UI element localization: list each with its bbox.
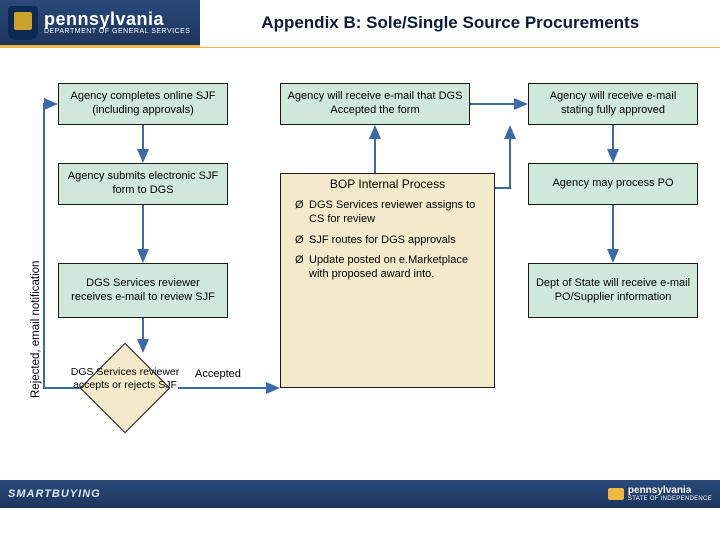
- footer-brand: SMARTBUYING: [8, 488, 101, 500]
- bop-item: DGS Services reviewer assigns to CS for …: [295, 198, 484, 227]
- footer-pa-text: pennsylvania STATE OF INDEPENDENCE: [628, 486, 712, 502]
- state-name: pennsylvania: [44, 10, 190, 28]
- header-bar: pennsylvania DEPARTMENT OF GENERAL SERVI…: [0, 0, 720, 48]
- page-title: Appendix B: Sole/Single Source Procureme…: [200, 0, 720, 47]
- footer-pa-name: pennsylvania: [628, 486, 712, 496]
- decision-label: DGS Services reviewer accepts or rejects…: [70, 366, 180, 391]
- logo-text: pennsylvania DEPARTMENT OF GENERAL SERVI…: [44, 10, 190, 35]
- box-dgs-accepted-email: Agency will receive e-mail that DGS Acce…: [280, 83, 470, 125]
- box-fully-approved: Agency will receive e-mail stating fully…: [528, 83, 698, 125]
- bop-item: Update posted on e.Marketplace with prop…: [295, 253, 484, 282]
- footer-pa: pennsylvania STATE OF INDEPENDENCE: [608, 486, 712, 502]
- box-dept-of-state: Dept of State will receive e-mail PO/Sup…: [528, 263, 698, 318]
- box-agency-completes: Agency completes online SJF (including a…: [58, 83, 228, 125]
- box-dgs-reviewer-email: DGS Services reviewer receives e-mail to…: [58, 263, 228, 318]
- bop-internal-process: BOP Internal Process DGS Services review…: [280, 173, 495, 388]
- bop-item: SJF routes for DGS approvals: [295, 233, 484, 247]
- footer-bar: SMARTBUYING pennsylvania STATE OF INDEPE…: [0, 480, 720, 508]
- rejected-side-label: Rejected, email notification: [30, 261, 42, 398]
- box-process-po: Agency may process PO: [528, 163, 698, 205]
- keystone-icon: [608, 488, 624, 500]
- footer-pa-tag: STATE OF INDEPENDENCE: [628, 496, 712, 502]
- shield-icon: [8, 6, 38, 40]
- box-agency-submits: Agency submits electronic SJF form to DG…: [58, 163, 228, 205]
- dept-name: DEPARTMENT OF GENERAL SERVICES: [44, 28, 190, 35]
- bop-list: DGS Services reviewer assigns to CS for …: [291, 198, 484, 281]
- flowchart-canvas: Agency completes online SJF (including a…: [0, 48, 720, 508]
- bop-title: BOP Internal Process: [281, 177, 494, 191]
- accepted-label: Accepted: [195, 368, 241, 380]
